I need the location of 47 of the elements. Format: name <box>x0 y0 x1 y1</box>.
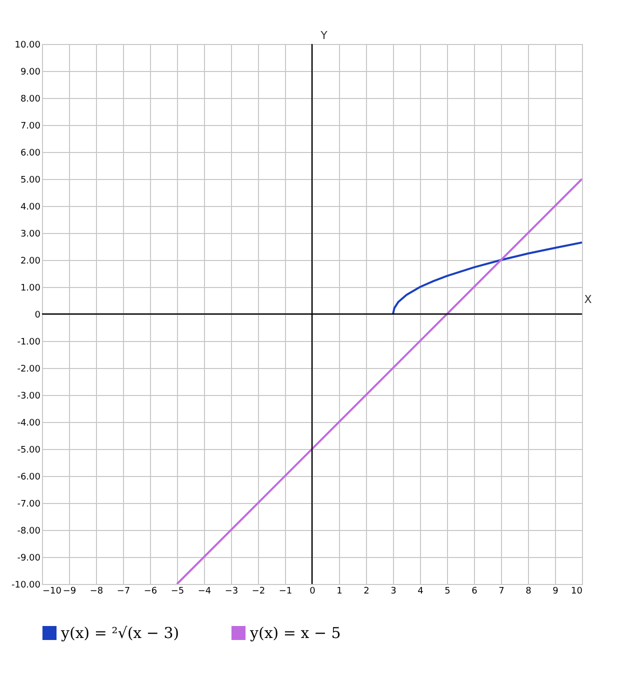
y-tick-label: 3.00 <box>20 230 41 240</box>
x-tick-label: −2 <box>252 586 266 596</box>
y-axis-title: Y <box>320 29 328 42</box>
y-tick-label: 6.00 <box>20 148 41 158</box>
x-tick-label: 6 <box>472 586 478 596</box>
x-tick-label: 3 <box>390 586 396 596</box>
y-tick-label: -9.00 <box>17 554 41 564</box>
y-tick-label: 10.00 <box>14 40 41 50</box>
x-tick-label: −10 <box>42 586 62 596</box>
x-tick-label: −6 <box>144 586 158 596</box>
x-tick-label: 0 <box>310 586 316 596</box>
x-tick-label: −9 <box>62 586 76 596</box>
y-tick-label: 9.00 <box>20 68 41 78</box>
y-tick-label: 8.00 <box>20 94 41 104</box>
y-tick-label: -2.00 <box>17 364 41 374</box>
x-tick-label: 7 <box>498 586 504 596</box>
y-tick-label: -5.00 <box>17 446 41 456</box>
x-tick-label: −1 <box>278 586 292 596</box>
x-tick-label: 2 <box>364 586 370 596</box>
y-tick-label: -4.00 <box>17 418 41 428</box>
y-tick-label: -1.00 <box>17 338 41 348</box>
y-tick-label: 2.00 <box>20 256 41 266</box>
y-tick-label: -3.00 <box>17 392 41 402</box>
x-tick-label: 10 <box>571 586 583 596</box>
x-tick-label: −4 <box>198 586 212 596</box>
x-tick-label: 5 <box>444 586 450 596</box>
legend-label: y(x) = ²√(x − 3) <box>60 624 180 642</box>
y-tick-label: 0 <box>34 310 41 320</box>
x-tick-label: −8 <box>90 586 104 596</box>
x-tick-label: 4 <box>418 586 424 596</box>
y-tick-label: 1.00 <box>20 284 41 294</box>
y-tick-label: 5.00 <box>20 176 41 186</box>
y-tick-label: 7.00 <box>20 122 41 132</box>
y-tick-label: -8.00 <box>17 526 41 536</box>
x-axis-title: X <box>584 293 592 306</box>
y-tick-label: -6.00 <box>17 472 41 482</box>
y-tick-label: -10.00 <box>11 580 41 590</box>
x-tick-label: −5 <box>170 586 184 596</box>
y-tick-label: 4.00 <box>20 202 41 212</box>
x-tick-label: −3 <box>224 586 238 596</box>
x-tick-label: −7 <box>116 586 130 596</box>
x-tick-label: 8 <box>526 586 532 596</box>
x-tick-label: 9 <box>552 586 559 596</box>
legend-label: y(x) = x − 5 <box>249 624 341 642</box>
y-tick-label: -7.00 <box>17 500 41 510</box>
x-tick-label: 1 <box>336 586 342 596</box>
line-series <box>392 241 582 315</box>
